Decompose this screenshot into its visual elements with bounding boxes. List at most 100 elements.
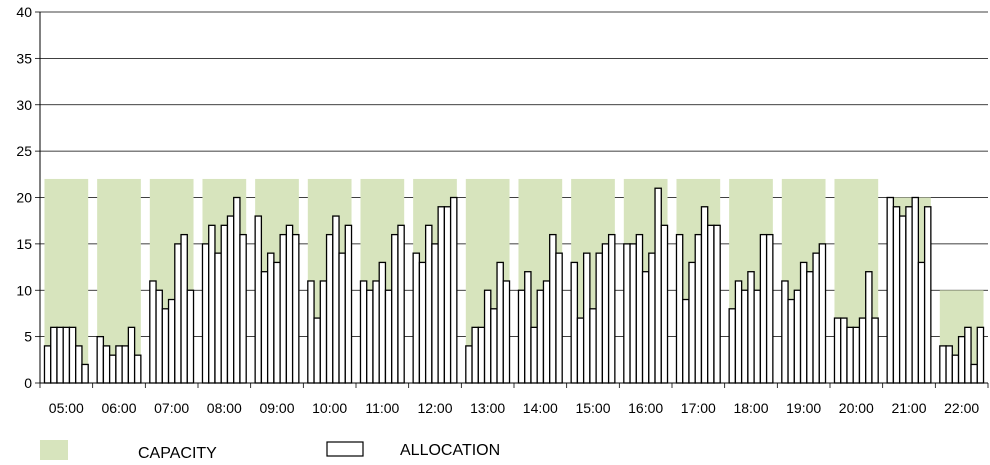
allocation-bar	[372, 280, 380, 384]
allocation-bar	[542, 280, 551, 384]
y-tick-label: 25	[16, 143, 32, 159]
allocation-bar	[332, 215, 340, 384]
x-tick-label: 15:00	[575, 400, 610, 416]
legend-allocation-swatch	[326, 441, 364, 457]
allocation-bar	[214, 252, 222, 384]
x-tick-label: 14:00	[523, 400, 558, 416]
x-tick-label: 08:00	[207, 400, 242, 416]
allocation-bar	[266, 252, 275, 384]
legend-capacity-label: CAPACITY	[138, 445, 217, 462]
allocation-bar	[517, 289, 526, 384]
allocation-bar	[536, 289, 545, 384]
allocation-bar	[307, 280, 315, 384]
allocation-bar	[846, 326, 854, 384]
allocation-bar	[155, 289, 163, 384]
allocation-bar	[313, 317, 321, 384]
legend-allocation-label: ALLOCATION	[400, 442, 500, 459]
allocation-bar	[319, 280, 328, 384]
x-tick-label: 05:00	[49, 400, 84, 416]
allocation-bar	[285, 224, 294, 384]
allocation-bar	[443, 206, 452, 384]
axes	[35, 11, 989, 388]
allocation-bar	[688, 261, 696, 384]
allocation-bar	[886, 196, 895, 384]
x-tick-label: 12:00	[417, 400, 452, 416]
y-tick-label: 20	[16, 190, 32, 206]
allocation-bar	[50, 326, 58, 384]
x-tick-label: 10:00	[312, 400, 347, 416]
allocation-bar	[68, 326, 77, 384]
allocation-bar	[127, 326, 136, 384]
x-tick-label: 09:00	[259, 400, 294, 416]
allocation-bar	[740, 289, 749, 384]
allocation-bar	[892, 206, 901, 384]
x-tick-label: 19:00	[786, 400, 821, 416]
allocation-bar	[660, 224, 669, 384]
allocation-bar	[917, 261, 926, 384]
allocation-bar	[700, 206, 709, 384]
allocation-bar	[648, 252, 656, 384]
x-tick-label: 17:00	[681, 400, 716, 416]
allocation-bar	[781, 280, 789, 384]
allocation-bar	[923, 206, 932, 384]
allocation-bar	[254, 215, 263, 384]
allocation-bar	[747, 271, 755, 384]
allocation-bar	[582, 252, 591, 384]
allocation-bar	[273, 261, 281, 384]
allocation-bar	[149, 280, 157, 384]
allocation-bar	[576, 317, 585, 384]
allocation-bar	[629, 243, 637, 384]
allocation-bar	[728, 308, 737, 384]
allocation-bar	[858, 317, 867, 384]
allocation-bar	[945, 345, 953, 384]
allocation-bar	[976, 326, 985, 384]
allocation-bar	[338, 252, 346, 384]
allocation-bar	[595, 252, 604, 384]
allocation-bar	[865, 271, 873, 384]
allocation-bar	[344, 224, 353, 384]
allocation-bar	[635, 233, 644, 384]
allocation-bar	[260, 271, 269, 384]
allocation-bar	[167, 298, 176, 384]
allocation-bar	[570, 261, 579, 384]
allocation-bar	[291, 233, 300, 384]
y-tick-label: 0	[24, 375, 32, 391]
allocation-bar	[233, 196, 241, 384]
allocation-bar	[601, 243, 610, 384]
allocation-bar	[753, 289, 762, 384]
legend-capacity-swatch	[40, 440, 68, 460]
allocation-bar	[490, 308, 498, 384]
allocation-bar	[793, 289, 802, 384]
allocation-bar	[471, 326, 479, 384]
allocation-bar	[964, 326, 972, 384]
allocation-bar	[186, 289, 195, 384]
allocation-bar	[477, 326, 486, 384]
allocation-bar	[549, 233, 557, 384]
y-tick-label: 40	[16, 4, 32, 20]
allocation-bar	[524, 271, 532, 384]
allocation-bar	[812, 252, 820, 384]
x-tick-label: 11:00	[365, 400, 399, 416]
allocation-bar	[359, 280, 368, 384]
allocation-bar	[226, 215, 235, 384]
allocation-bar	[424, 224, 433, 384]
allocation-bar	[713, 224, 721, 384]
y-tick-label: 10	[16, 282, 32, 298]
allocation-bar	[279, 233, 288, 384]
allocation-bar	[970, 363, 978, 384]
allocation-bar	[121, 345, 130, 384]
allocation-bar	[102, 345, 111, 384]
allocation-bar	[56, 326, 64, 384]
allocation-bar	[787, 298, 795, 384]
allocation-bar	[465, 345, 473, 384]
allocation-bar	[951, 354, 960, 384]
allocation-bar	[81, 363, 89, 384]
x-tick-label: 07:00	[154, 400, 189, 416]
allocation-bar	[833, 317, 842, 384]
allocation-bar	[871, 317, 879, 384]
allocation-bar	[208, 224, 216, 384]
y-tick-label: 30	[16, 97, 32, 113]
allocation-bar	[325, 233, 334, 384]
allocation-bar	[496, 261, 504, 384]
